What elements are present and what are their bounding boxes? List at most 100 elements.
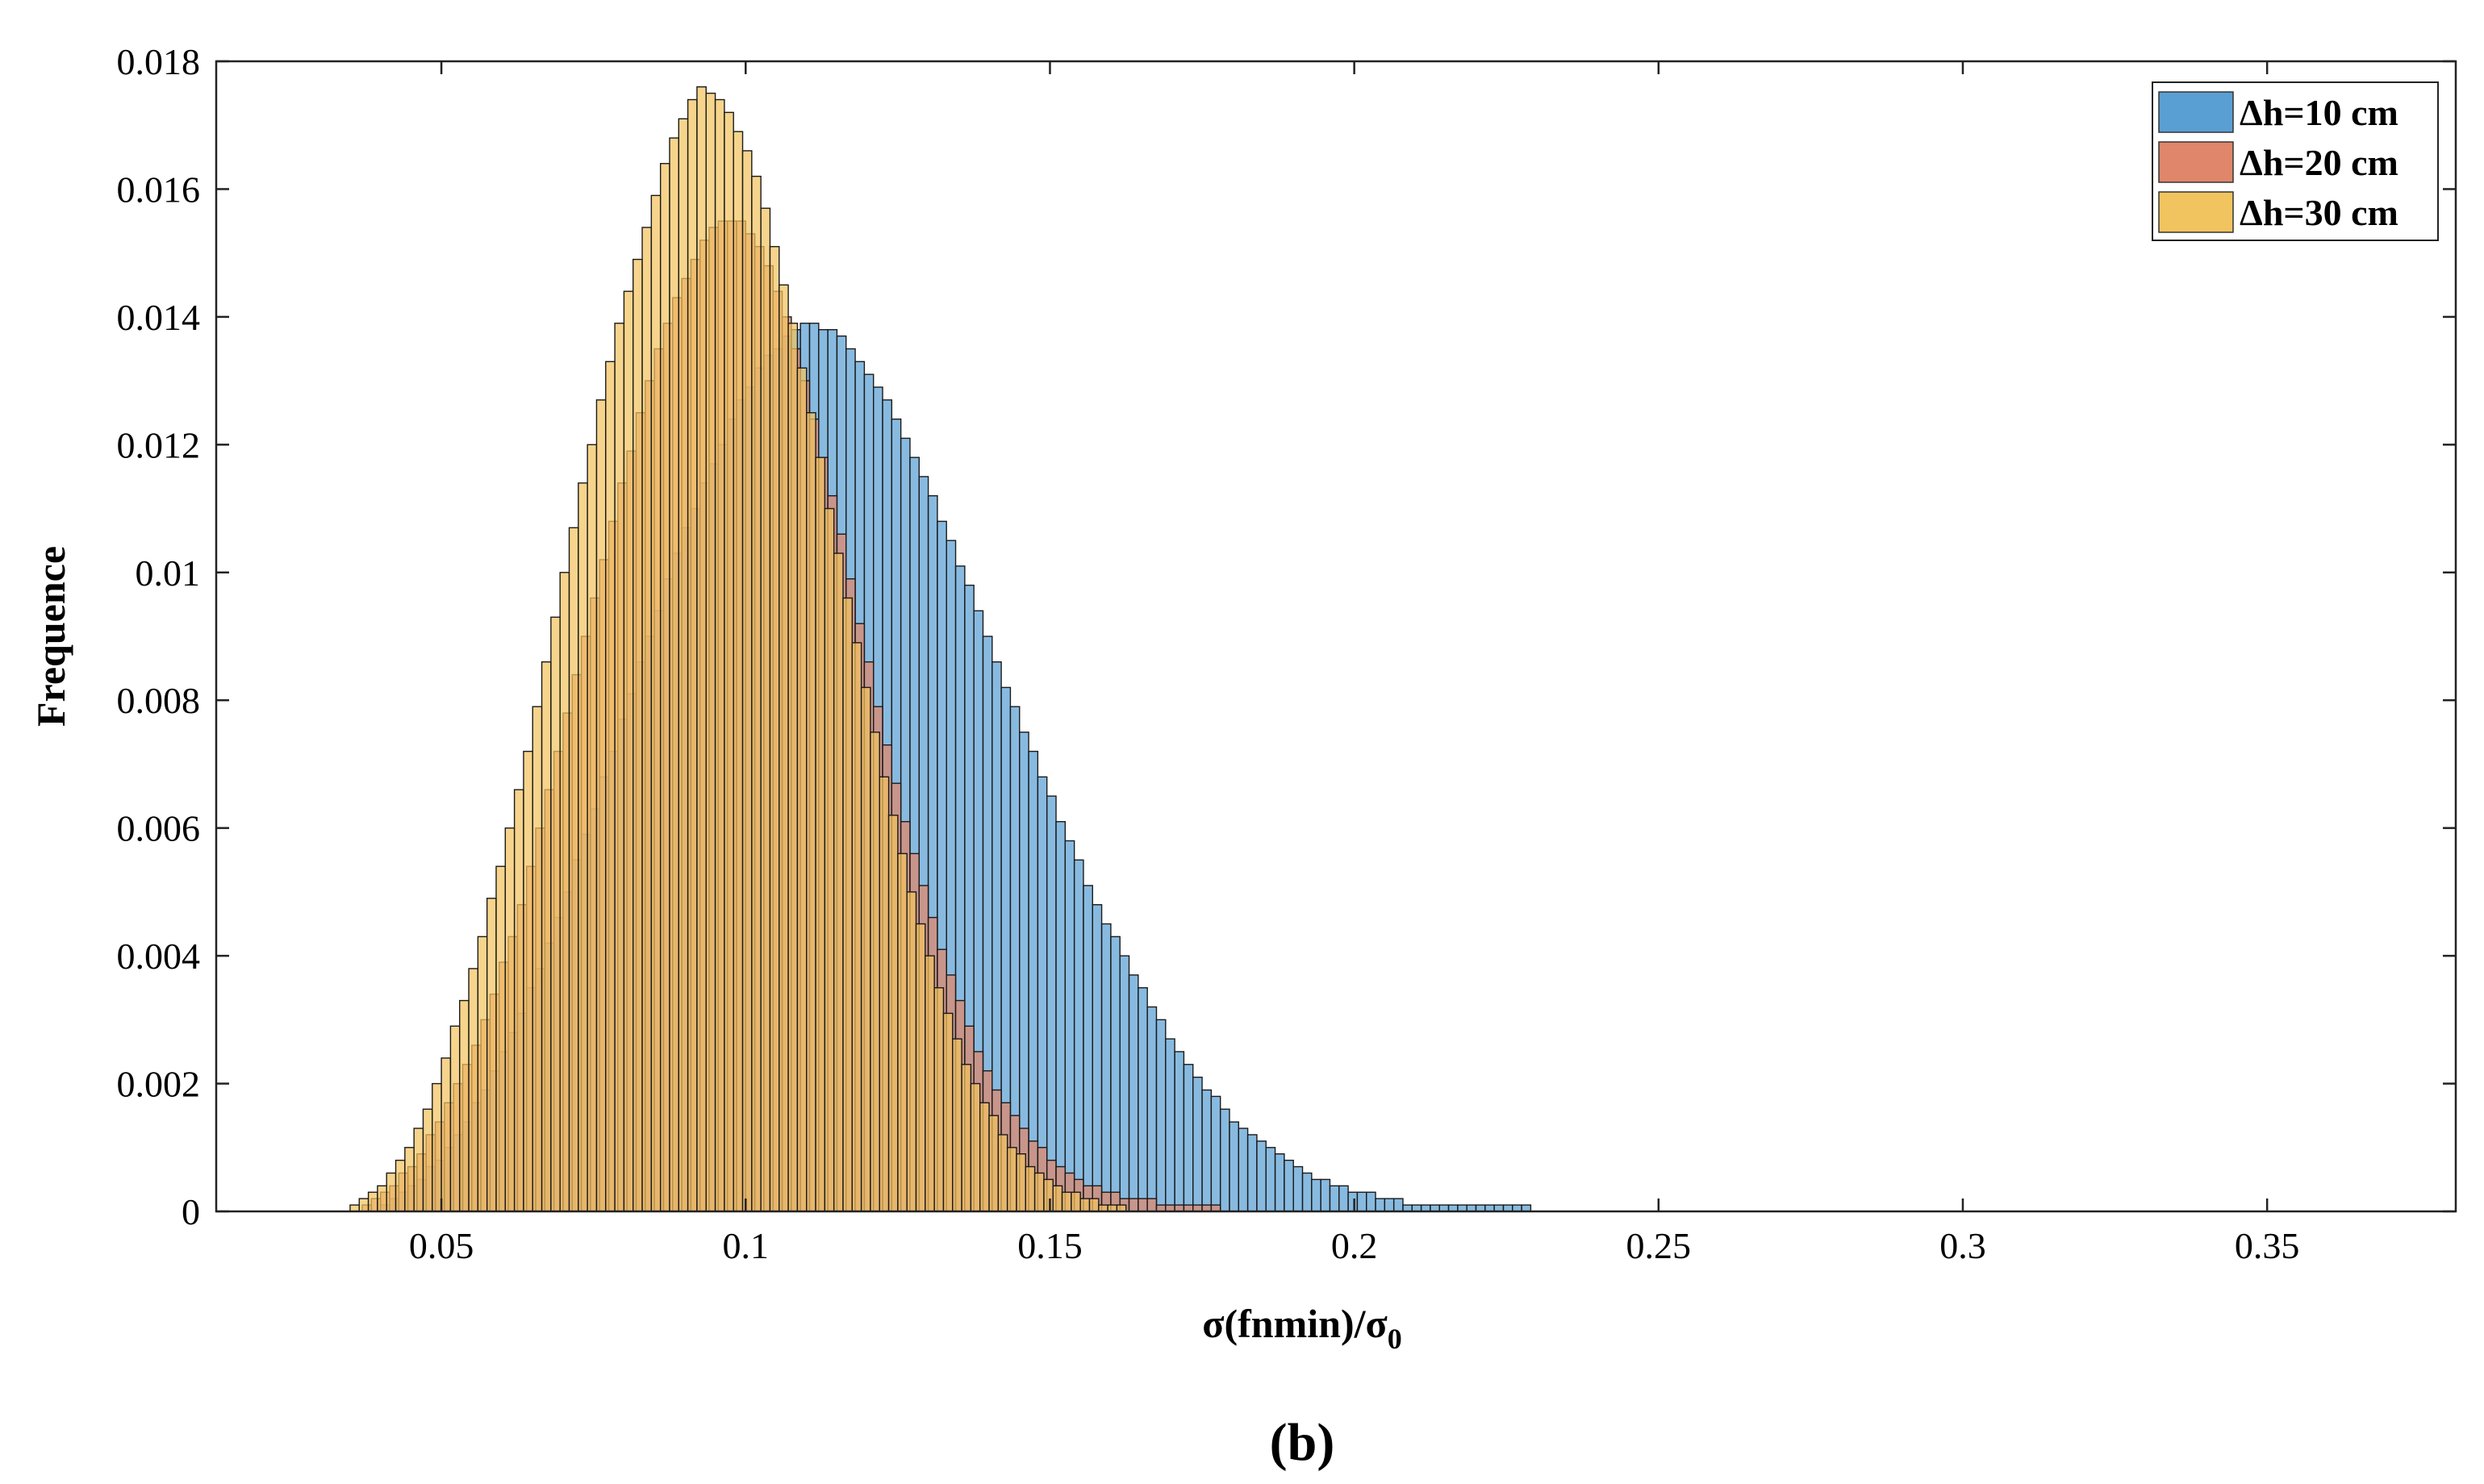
histogram-bar xyxy=(523,750,533,1212)
histogram-bar xyxy=(796,367,808,1212)
histogram-bar xyxy=(595,399,607,1212)
histogram-bar xyxy=(1079,1198,1091,1212)
histogram-bar xyxy=(906,891,917,1212)
histogram-bar xyxy=(1284,1159,1294,1212)
x-tick-label: 0.1 xyxy=(723,1225,770,1266)
histogram-bar xyxy=(1311,1178,1321,1212)
histogram-bar xyxy=(413,1128,424,1212)
histogram-bar xyxy=(1037,776,1048,1212)
histogram-bar xyxy=(1274,1153,1285,1212)
histogram-bar xyxy=(605,361,616,1212)
histogram-bar xyxy=(787,323,799,1212)
histogram-bar xyxy=(495,865,507,1212)
histogram-bar xyxy=(669,137,680,1212)
histogram-bars xyxy=(349,85,1532,1212)
histogram-bar xyxy=(1174,1051,1185,1212)
y-tick-label: 0.014 xyxy=(117,297,201,338)
histogram-bar xyxy=(1138,987,1148,1212)
histogram-bar xyxy=(751,175,762,1212)
x-tick-label: 0.25 xyxy=(1626,1225,1692,1266)
histogram-bar xyxy=(1210,1095,1221,1212)
histogram-bar xyxy=(815,456,826,1212)
histogram-bar xyxy=(568,527,579,1212)
histogram-bar xyxy=(970,1082,981,1212)
histogram-bar xyxy=(769,246,780,1212)
histogram-bar xyxy=(1006,1147,1017,1212)
x-tick-label: 0.05 xyxy=(409,1225,474,1266)
histogram-bar xyxy=(513,789,524,1212)
y-tick-label: 0.01 xyxy=(136,552,201,594)
histogram-bar xyxy=(942,1012,954,1212)
histogram-bar xyxy=(824,507,835,1212)
histogram-bar xyxy=(741,150,753,1212)
histogram-bar xyxy=(1061,1191,1072,1212)
histogram-bar xyxy=(1292,1165,1304,1212)
y-tick-label: 0.004 xyxy=(117,936,201,977)
histogram-bar xyxy=(1155,1019,1167,1212)
histogram-bar xyxy=(422,1108,433,1212)
histogram-bar xyxy=(724,111,734,1212)
y-tick-label: 0 xyxy=(182,1191,200,1232)
x-axis-title-subscript: 0 xyxy=(1388,1323,1402,1355)
histogram-bar xyxy=(1375,1198,1386,1212)
histogram-bar xyxy=(404,1147,415,1212)
histogram-bar xyxy=(468,968,479,1212)
histogram-bar xyxy=(1092,904,1103,1212)
histogram-bar xyxy=(1025,1165,1036,1212)
legend-label: Δh=20 cm xyxy=(2240,142,2398,183)
histogram-bar xyxy=(1256,1140,1267,1212)
histogram-bar xyxy=(806,412,816,1212)
histogram-bar xyxy=(714,98,725,1212)
y-tick-label: 0.008 xyxy=(117,680,201,721)
histogram-bar xyxy=(532,706,543,1212)
histogram-bar xyxy=(386,1172,397,1212)
histogram-bar xyxy=(504,827,516,1212)
histogram-bar xyxy=(879,776,890,1212)
histogram-bar xyxy=(477,936,488,1212)
histogram-bar xyxy=(377,1185,387,1212)
histogram-bar xyxy=(559,572,570,1212)
histogram-bar xyxy=(1329,1185,1340,1212)
histogram-bar xyxy=(550,616,561,1212)
histogram-bar xyxy=(1338,1185,1349,1212)
histogram-bar xyxy=(833,552,844,1212)
histogram-bar xyxy=(870,732,880,1212)
histogram-bar xyxy=(1043,1178,1054,1212)
histogram-bar xyxy=(1033,1172,1045,1212)
histogram-bar xyxy=(1384,1198,1395,1212)
histogram-bar xyxy=(459,999,470,1212)
histogram-bar xyxy=(952,1038,962,1212)
histogram-bar xyxy=(623,290,634,1212)
legend: Δh=10 cm Δh=20 cm Δh=30 cm xyxy=(2152,81,2439,241)
histogram-bar xyxy=(395,1159,406,1212)
x-tick-label: 0.35 xyxy=(2235,1225,2300,1266)
x-tick-label: 0.3 xyxy=(1939,1225,1986,1266)
histogram-bar xyxy=(1016,1153,1026,1212)
histogram-bar xyxy=(541,661,552,1212)
histogram-bar xyxy=(842,597,853,1212)
histogram-bar xyxy=(1246,1134,1258,1212)
histogram-bar xyxy=(1128,1198,1139,1212)
histogram-bar xyxy=(1146,1198,1158,1212)
histogram-bar xyxy=(1347,1191,1359,1212)
histogram-bar xyxy=(1073,859,1084,1212)
histogram-bar xyxy=(1165,1038,1175,1212)
histogram-bar xyxy=(1128,974,1139,1212)
histogram-bar xyxy=(860,686,871,1212)
legend-swatch xyxy=(2158,191,2234,233)
histogram-bar xyxy=(696,85,707,1212)
histogram-bar xyxy=(432,1082,442,1212)
histogram-bar xyxy=(1320,1178,1331,1212)
histogram-bar xyxy=(1301,1172,1313,1212)
y-axis-title: Frequence xyxy=(28,546,73,727)
histogram-bar xyxy=(1083,885,1093,1212)
y-tick-label: 0.006 xyxy=(117,808,201,849)
histogram-bar xyxy=(687,98,698,1212)
histogram-bar xyxy=(1064,840,1075,1212)
histogram-bar xyxy=(641,227,653,1212)
histogram-bar xyxy=(678,118,689,1212)
legend-label: Δh=10 cm xyxy=(2240,92,2398,133)
histogram-bar xyxy=(1238,1128,1249,1212)
histogram-bar xyxy=(1071,1191,1081,1212)
